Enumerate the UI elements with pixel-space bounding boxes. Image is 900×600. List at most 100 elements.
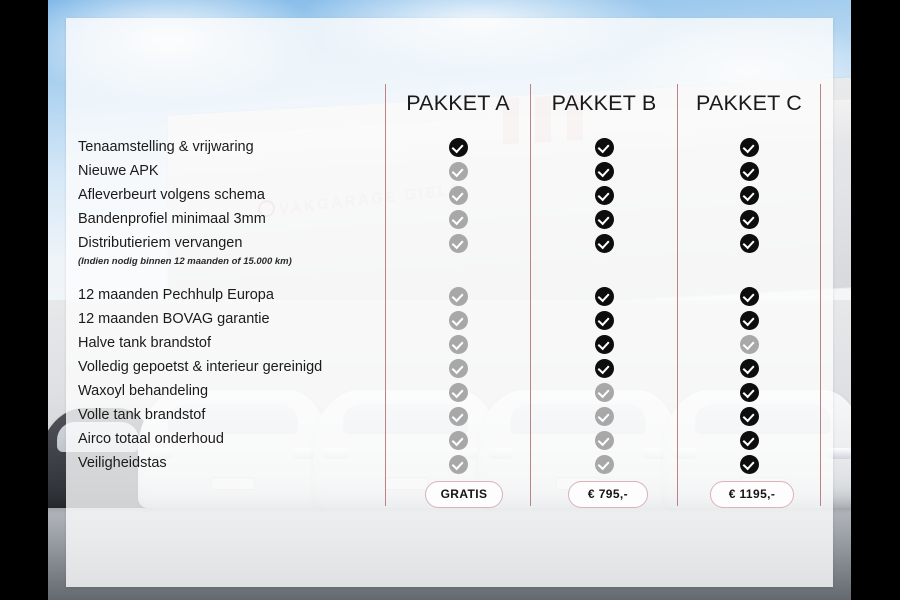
group-separator: [78, 269, 378, 283]
check-cell: [428, 207, 488, 231]
check-cell: [428, 183, 488, 207]
column-divider-1: [385, 84, 386, 506]
check-cell: [574, 404, 634, 428]
check-cell: [428, 404, 488, 428]
check-included-icon: [594, 310, 614, 330]
check-included-icon: [594, 334, 614, 354]
check-included-icon: [594, 209, 614, 229]
check-included-icon: [739, 430, 759, 450]
check-cell: [428, 452, 488, 476]
check-cell: [719, 231, 779, 255]
check-cell: [574, 284, 634, 308]
check-cell: [574, 207, 634, 231]
check-cell: [574, 380, 634, 404]
feature-label: Waxoyl behandeling: [78, 383, 209, 399]
check-cell: [719, 428, 779, 452]
check-excluded-icon: [448, 454, 468, 474]
check-excluded-icon: [448, 233, 468, 253]
spacer-cell: [428, 270, 488, 284]
check-cell: [574, 452, 634, 476]
check-cell: [574, 159, 634, 183]
check-included-icon: [594, 161, 614, 181]
check-excluded-icon: [448, 310, 468, 330]
check-cell: [719, 207, 779, 231]
check-cell: [719, 332, 779, 356]
check-excluded-icon: [448, 382, 468, 402]
column-divider-2: [530, 84, 531, 506]
column-header-b: PAKKET B: [551, 91, 657, 115]
check-included-icon: [594, 358, 614, 378]
spacer-cell: [574, 255, 634, 270]
check-included-icon: [739, 382, 759, 402]
feature-footnote: (Indien nodig binnen 12 maanden of 15.00…: [78, 256, 292, 267]
check-cell: [719, 356, 779, 380]
check-cell: [719, 308, 779, 332]
check-excluded-icon: [594, 430, 614, 450]
check-cell: [428, 380, 488, 404]
feature-label: Bandenprofiel minimaal 3mm: [78, 211, 266, 227]
feature-label: Nieuwe APK: [78, 163, 159, 179]
feature-list: Tenaamstelling & vrijwaring Nieuwe APK Afl…: [78, 135, 378, 475]
check-included-icon: [739, 454, 759, 474]
check-cell: [428, 308, 488, 332]
check-cell: [574, 135, 634, 159]
price-badge-b[interactable]: € 795,-: [568, 481, 648, 508]
feature-label: Veiligheidstas: [78, 455, 167, 471]
feature-label: Afleverbeurt volgens schema: [78, 187, 265, 203]
check-included-icon: [739, 310, 759, 330]
check-included-icon: [739, 286, 759, 306]
check-cell: [719, 380, 779, 404]
price-badge-c[interactable]: € 1195,-: [710, 481, 794, 508]
feature-label: Volledig gepoetst & interieur gereinigd: [78, 359, 323, 375]
check-included-icon: [739, 406, 759, 426]
check-excluded-icon: [448, 286, 468, 306]
column-divider-4: [820, 84, 821, 506]
spacer-cell: [719, 255, 779, 270]
column-divider-3: [677, 84, 678, 506]
feature-label: Airco totaal onderhoud: [78, 431, 224, 447]
check-cell: [428, 231, 488, 255]
check-included-icon: [739, 233, 759, 253]
check-cell: [719, 183, 779, 207]
check-cell: [428, 159, 488, 183]
column-header-a: PAKKET A: [406, 91, 510, 115]
letterbox-band-left: [0, 0, 48, 600]
check-excluded-icon: [594, 382, 614, 402]
check-cell: [428, 284, 488, 308]
check-column-c: [719, 135, 779, 476]
check-cell: [719, 404, 779, 428]
check-included-icon: [739, 161, 759, 181]
check-column-a: [428, 135, 488, 476]
check-excluded-icon: [448, 209, 468, 229]
check-cell: [428, 135, 488, 159]
check-included-icon: [739, 358, 759, 378]
check-excluded-icon: [448, 334, 468, 354]
check-excluded-icon: [448, 161, 468, 181]
check-cell: [574, 356, 634, 380]
check-included-icon: [594, 233, 614, 253]
spacer-cell: [574, 270, 634, 284]
check-included-icon: [594, 137, 614, 157]
check-cell: [574, 428, 634, 452]
check-column-b: [574, 135, 634, 476]
check-cell: [574, 308, 634, 332]
feature-label: Volle tank brandstof: [78, 407, 206, 423]
price-badge-a[interactable]: GRATIS: [425, 481, 503, 508]
check-included-icon: [448, 137, 468, 157]
check-cell: [428, 356, 488, 380]
check-included-icon: [594, 185, 614, 205]
check-cell: [428, 332, 488, 356]
check-included-icon: [594, 286, 614, 306]
feature-label: 12 maanden BOVAG garantie: [78, 311, 270, 327]
check-cell: [574, 332, 634, 356]
check-excluded-icon: [448, 406, 468, 426]
feature-label: Distributieriem vervangen: [78, 235, 243, 251]
check-included-icon: [739, 137, 759, 157]
feature-label: Tenaamstelling & vrijwaring: [78, 139, 254, 155]
check-excluded-icon: [448, 185, 468, 205]
check-cell: [719, 135, 779, 159]
check-excluded-icon: [594, 406, 614, 426]
check-excluded-icon: [448, 430, 468, 450]
spacer-cell: [428, 255, 488, 270]
